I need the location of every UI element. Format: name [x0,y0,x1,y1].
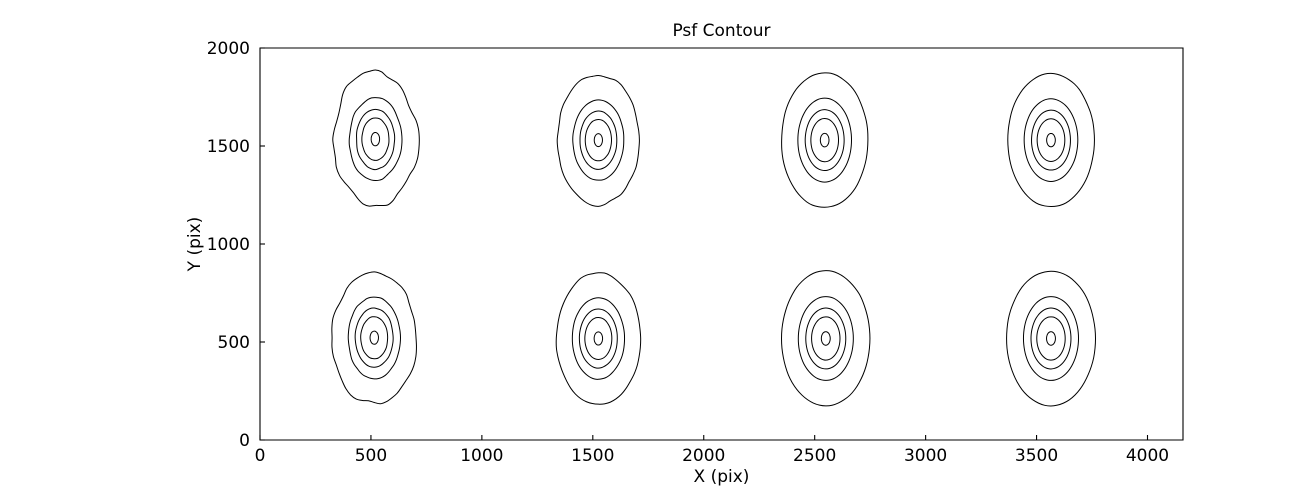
contour-ring [361,117,390,161]
contour-ring [370,131,381,147]
contour-ring [797,296,854,381]
contour-ring [797,97,853,183]
contour-ring [555,272,642,405]
contour-ring [331,271,417,405]
contour-ring [1031,109,1071,171]
x-tick-label: 4000 [1126,446,1169,466]
psf-contour-source [556,75,640,207]
y-axis-ticks: 0 500 1000 1500 2000 [207,39,265,451]
contour-ring [820,331,831,346]
axes-border [259,47,1184,441]
contour-ring [1006,270,1096,407]
x-tick-label: 0 [255,446,266,466]
contour-ring [593,331,604,346]
psf-contour-source [781,72,869,208]
contour-ring [556,75,640,207]
contour-ring [360,316,389,360]
x-tick-label: 3000 [904,446,947,466]
contour-ring [781,72,869,208]
contour-ring [805,307,847,370]
contour-ring [811,316,841,361]
x-tick-label: 1000 [460,446,503,466]
contour-ring [804,109,845,172]
psf-contour-source [1006,270,1096,407]
x-tick-label: 3500 [1015,446,1058,466]
contour-ring [1036,118,1066,162]
x-tick-label: 2500 [793,446,836,466]
contour-ring [356,108,396,171]
y-tick-label: 1500 [207,137,250,157]
y-tick-label: 500 [218,333,250,353]
y-axis-label: Y (pix) [185,217,205,273]
contour-ring [1036,316,1066,361]
contour-ring [354,307,394,368]
psf-contour-source [555,272,642,405]
x-tick-label: 500 [355,446,387,466]
contour-layer [331,69,1096,407]
contour-ring [347,296,401,380]
contour-ring [1046,331,1056,346]
x-tick-label: 1500 [571,446,614,466]
contour-ring [572,99,625,181]
contour-ring [578,308,618,369]
y-tick-label: 2000 [207,39,250,59]
x-tick-label: 2000 [682,446,725,466]
psf-contour-source [332,69,420,207]
axes-frame [259,47,1184,441]
psf-contour-source [331,271,417,405]
contour-ring [348,97,403,181]
contour-ring [593,133,603,148]
y-tick-label: 1000 [207,235,250,255]
contour-ring [332,69,420,207]
contour-ring [1030,307,1072,370]
contour-ring [1007,72,1095,207]
y-tick-label: 0 [239,431,250,451]
psf-contour-source [781,270,871,407]
contour-ring [781,270,871,407]
contour-ring [1046,132,1056,148]
contour-ring [584,118,613,162]
contour-ring [810,117,840,163]
contour-ring [369,330,379,345]
contour-ring [819,132,830,148]
contour-ring [571,297,626,380]
page-title: Psf Contour [672,21,770,41]
contour-ring [584,316,613,360]
contour-ring [1022,296,1080,381]
contour-ring [579,110,618,170]
psf-contour-source [1007,72,1095,207]
x-axis-ticks: 0 500 1000 1500 2000 2500 3000 3500 4000 [255,435,1169,466]
contour-ring [1023,98,1079,182]
x-axis-label: X (pix) [694,467,750,487]
